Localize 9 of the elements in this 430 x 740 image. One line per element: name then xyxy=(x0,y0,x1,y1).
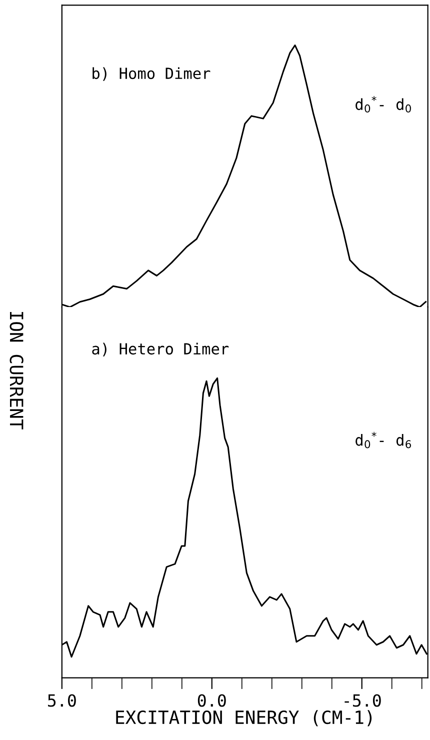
text: a) Hetero Dimer xyxy=(92,342,229,356)
annotation: d$_{0}$$^{*}$- d$_{6}$ xyxy=(356,432,412,448)
x-axis-title: EXCITATION ENERGY (CM-1) xyxy=(116,710,372,726)
y-axis-title: ION CURRENT xyxy=(10,312,24,430)
annotation: b) Homo Dimer xyxy=(92,67,210,81)
x-tick-label: 0.0 xyxy=(198,694,226,707)
x-tick-label: 5.0 xyxy=(48,694,76,707)
annotation: d$_{0}$$^{*}$- d$_{0}$ xyxy=(356,96,411,113)
x-tick-label: -5.0 xyxy=(344,694,381,707)
